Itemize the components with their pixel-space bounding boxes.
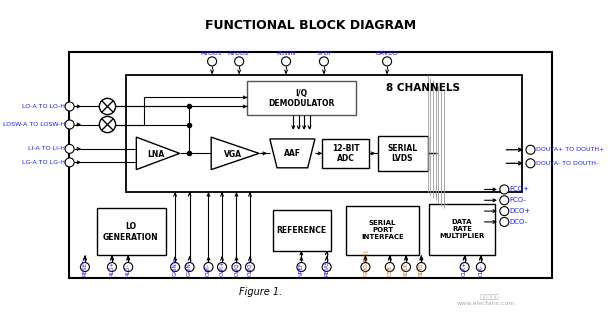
Text: FCO+: FCO+	[510, 187, 529, 193]
Text: AAF: AAF	[284, 149, 301, 158]
Circle shape	[99, 98, 115, 115]
Bar	[142, 64, 539, 181]
Bar	[139, 66, 536, 183]
Circle shape	[382, 57, 392, 66]
Text: 4LO-: 4LO-	[126, 263, 131, 276]
Polygon shape	[211, 137, 259, 170]
Text: CWQ+: CWQ+	[248, 258, 253, 276]
Text: LOSW-A TO LOSW-H: LOSW-A TO LOSW-H	[3, 122, 65, 127]
Circle shape	[185, 263, 194, 272]
Circle shape	[65, 102, 74, 111]
Bar	[96, 208, 166, 255]
Text: CWI+: CWI+	[220, 260, 224, 276]
Circle shape	[322, 263, 331, 272]
Bar	[247, 81, 356, 116]
Circle shape	[245, 263, 254, 272]
Text: CWI-: CWI-	[206, 263, 211, 276]
Circle shape	[386, 263, 394, 272]
Circle shape	[207, 57, 217, 66]
Text: 8 CHANNELS: 8 CHANNELS	[386, 83, 460, 93]
Text: LI-A TO LI-H: LI-A TO LI-H	[28, 146, 65, 151]
Bar	[322, 139, 369, 168]
Bar	[69, 52, 552, 278]
Circle shape	[500, 185, 509, 194]
Text: GAIN-: GAIN-	[187, 260, 192, 276]
Circle shape	[500, 196, 509, 205]
Text: SDIO: SDIO	[419, 262, 424, 276]
Text: Figure 1.: Figure 1.	[239, 287, 282, 297]
Circle shape	[81, 263, 90, 272]
Bar	[134, 69, 531, 187]
Circle shape	[107, 263, 117, 272]
Text: 4LO+: 4LO+	[109, 261, 115, 276]
Text: CLK+: CLK+	[462, 261, 467, 276]
Bar	[378, 136, 428, 171]
Text: CWQ-: CWQ-	[234, 260, 239, 276]
Text: RBIAS: RBIAS	[324, 260, 329, 276]
Text: VGA: VGA	[224, 150, 242, 159]
Circle shape	[476, 263, 486, 272]
Text: DOUTA+ TO DOUTH+: DOUTA+ TO DOUTH+	[536, 147, 605, 152]
Circle shape	[124, 263, 133, 272]
Text: DCO+: DCO+	[510, 208, 531, 214]
Text: LNA: LNA	[148, 150, 165, 159]
Text: RESET: RESET	[82, 259, 87, 276]
Circle shape	[500, 217, 509, 226]
Circle shape	[65, 144, 74, 153]
Text: DOUTA- TO DOUTH-: DOUTA- TO DOUTH-	[536, 161, 598, 166]
Text: GPIO[0:3]: GPIO[0:3]	[363, 249, 368, 276]
Bar	[131, 71, 528, 189]
Text: AVDD2: AVDD2	[228, 51, 250, 56]
Bar	[126, 75, 522, 192]
Circle shape	[361, 263, 370, 272]
Text: CLK-: CLK-	[478, 264, 483, 276]
Circle shape	[65, 120, 74, 129]
Circle shape	[235, 57, 243, 66]
Circle shape	[282, 57, 290, 66]
Text: DCO-: DCO-	[510, 219, 528, 225]
Circle shape	[526, 145, 535, 154]
Circle shape	[232, 263, 241, 272]
Bar	[346, 206, 418, 255]
Text: GAIN+: GAIN+	[173, 258, 178, 276]
Text: PDWN: PDWN	[276, 51, 296, 56]
Text: DRVDD: DRVDD	[376, 51, 398, 56]
Text: CSB: CSB	[387, 265, 392, 276]
Text: FCO-: FCO-	[510, 197, 526, 203]
Bar	[128, 73, 525, 190]
Text: 12-BIT
ADC: 12-BIT ADC	[332, 144, 359, 163]
Circle shape	[297, 263, 306, 272]
Text: SERIAL
PORT
INTERFACE: SERIAL PORT INTERFACE	[361, 220, 404, 240]
Text: SERIAL
LVDS: SERIAL LVDS	[387, 144, 417, 163]
Bar	[273, 210, 331, 251]
Circle shape	[171, 263, 179, 272]
Text: LO
GENERATION: LO GENERATION	[103, 222, 159, 242]
Text: LO-A TO LO-H: LO-A TO LO-H	[22, 104, 65, 109]
Text: I/Q
DEMODULATOR: I/Q DEMODULATOR	[268, 89, 334, 108]
Circle shape	[526, 159, 535, 168]
Text: FUNCTIONAL BLOCK DIAGRAM: FUNCTIONAL BLOCK DIAGRAM	[205, 19, 416, 32]
Circle shape	[320, 57, 328, 66]
Circle shape	[460, 263, 469, 272]
Text: AVDD1: AVDD1	[201, 51, 223, 56]
Circle shape	[417, 263, 426, 272]
Circle shape	[500, 207, 509, 215]
Text: VREF: VREF	[299, 262, 304, 276]
Circle shape	[218, 263, 226, 272]
Text: STBY: STBY	[316, 51, 332, 56]
Circle shape	[65, 158, 74, 167]
Bar	[136, 68, 533, 185]
Text: SCLK: SCLK	[403, 262, 409, 276]
Text: 电子发烧友
www.elecfans.com: 电子发烧友 www.elecfans.com	[457, 295, 515, 306]
Bar	[429, 204, 495, 255]
Circle shape	[401, 263, 411, 272]
Polygon shape	[270, 139, 315, 168]
Circle shape	[204, 263, 213, 272]
Text: LG-A TO LG-H: LG-A TO LG-H	[22, 160, 65, 165]
Text: DATA
RATE
MULTIPLIER: DATA RATE MULTIPLIER	[439, 219, 484, 239]
Polygon shape	[136, 137, 179, 170]
Circle shape	[99, 117, 115, 132]
Text: REFERENCE: REFERENCE	[276, 225, 326, 234]
